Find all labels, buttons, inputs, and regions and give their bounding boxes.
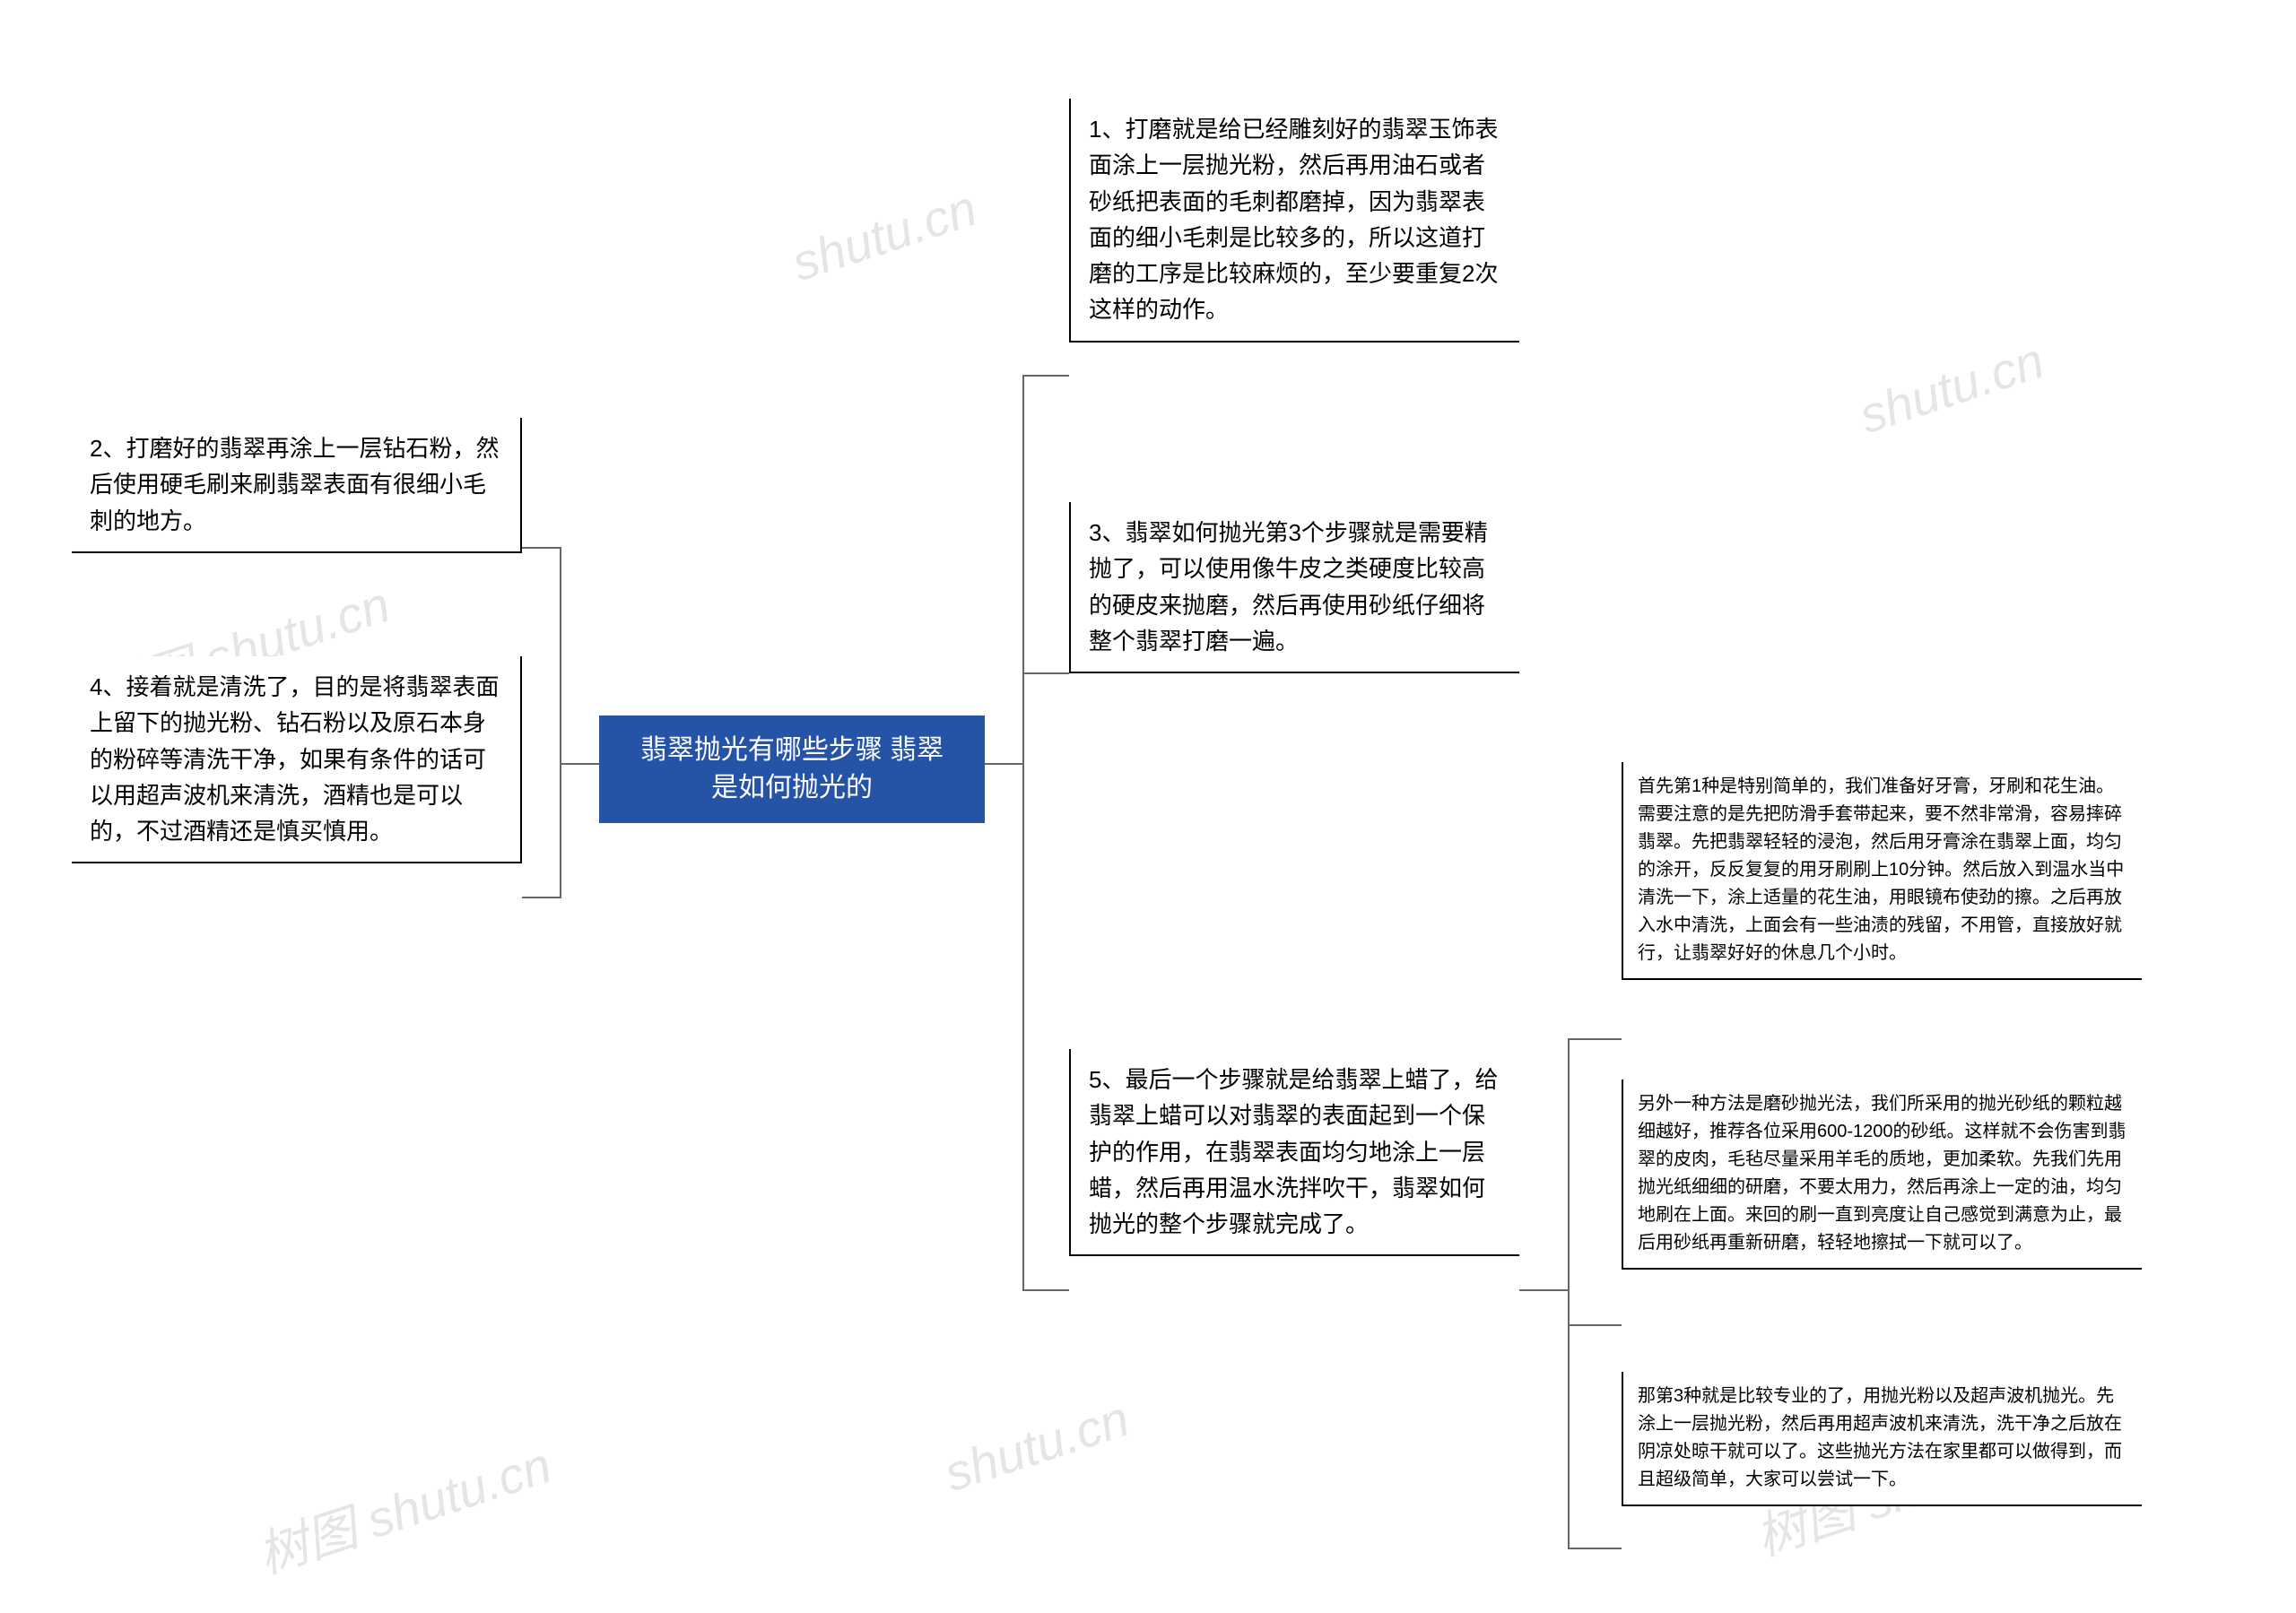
branch-text: 2、打磨好的翡翠再涂上一层钻石粉，然后使用硬毛刷来刷翡翠表面有很细小毛刺的地方。 [90, 435, 499, 534]
branch-text: 1、打磨就是给已经雕刻好的翡翠玉饰表面涂上一层抛光粉，然后再用油石或者砂纸把表面… [1089, 116, 1498, 323]
branch-text: 5、最后一个步骤就是给翡翠上蜡了，给翡翠上蜡可以对翡翠的表面起到一个保护的作用，… [1089, 1066, 1498, 1237]
connector [522, 897, 561, 898]
sub-node-method3[interactable]: 那第3种就是比较专业的了，用抛光粉以及超声波机抛光。先涂上一层抛光粉，然后再用超… [1622, 1372, 2142, 1506]
watermark: shutu.cn [785, 178, 983, 292]
branch-node-step1[interactable]: 1、打磨就是给已经雕刻好的翡翠玉饰表面涂上一层抛光粉，然后再用油石或者砂纸把表面… [1069, 99, 1519, 343]
sub-text: 首先第1种是特别简单的，我们准备好牙膏，牙刷和花生油。需要注意的是先把防滑手套带… [1638, 776, 2124, 963]
connector [1568, 1324, 1622, 1326]
connector [1022, 672, 1069, 674]
connector [985, 763, 1024, 765]
connector [522, 547, 561, 549]
sub-node-method2[interactable]: 另外一种方法是磨砂抛光法，我们所采用的抛光砂纸的颗粒越细越好，推荐各位采用600… [1622, 1080, 2142, 1270]
connector [1022, 375, 1069, 377]
branch-node-step5[interactable]: 5、最后一个步骤就是给翡翠上蜡了，给翡翠上蜡可以对翡翠的表面起到一个保护的作用，… [1069, 1049, 1519, 1256]
sub-text: 另外一种方法是磨砂抛光法，我们所采用的抛光砂纸的颗粒越细越好，推荐各位采用600… [1638, 1094, 2126, 1253]
watermark: 树图 shutu.cn [248, 1426, 560, 1589]
center-title-line2: 是如何抛光的 [621, 769, 963, 807]
connector [1022, 1289, 1069, 1291]
sub-node-method1[interactable]: 首先第1种是特别简单的，我们准备好牙膏，牙刷和花生油。需要注意的是先把防滑手套带… [1622, 762, 2142, 980]
sub-text: 那第3种就是比较专业的了，用抛光粉以及超声波机抛光。先涂上一层抛光粉，然后再用超… [1638, 1386, 2122, 1489]
connector [560, 547, 561, 898]
branch-node-step2[interactable]: 2、打磨好的翡翠再涂上一层钻石粉，然后使用硬毛刷来刷翡翠表面有很细小毛刺的地方。 [72, 418, 522, 553]
watermark: shutu.cn [1852, 331, 2050, 445]
center-title-line1: 翡翠抛光有哪些步骤 翡翠 [621, 732, 963, 769]
connector [1519, 1289, 1570, 1291]
branch-text: 4、接着就是清洗了，目的是将翡翠表面上留下的抛光粉、钻石粉以及原石本身的粉碎等清… [90, 673, 499, 845]
watermark: shutu.cn [937, 1389, 1135, 1503]
center-node[interactable]: 翡翠抛光有哪些步骤 翡翠 是如何抛光的 [599, 715, 985, 823]
branch-node-step4[interactable]: 4、接着就是清洗了，目的是将翡翠表面上留下的抛光粉、钻石粉以及原石本身的粉碎等清… [72, 656, 522, 863]
connector [1568, 1548, 1622, 1549]
mindmap-canvas: 树图 shutu.cn shutu.cn shutu.cn 树图 shutu.c… [0, 0, 2296, 1613]
connector [1022, 375, 1024, 1291]
connector [1568, 1038, 1622, 1040]
branch-node-step3[interactable]: 3、翡翠如何抛光第3个步骤就是需要精抛了，可以使用像牛皮之类硬度比较高的硬皮来抛… [1069, 502, 1519, 673]
branch-text: 3、翡翠如何抛光第3个步骤就是需要精抛了，可以使用像牛皮之类硬度比较高的硬皮来抛… [1089, 519, 1488, 655]
connector [560, 763, 599, 765]
connector [1568, 1038, 1570, 1549]
